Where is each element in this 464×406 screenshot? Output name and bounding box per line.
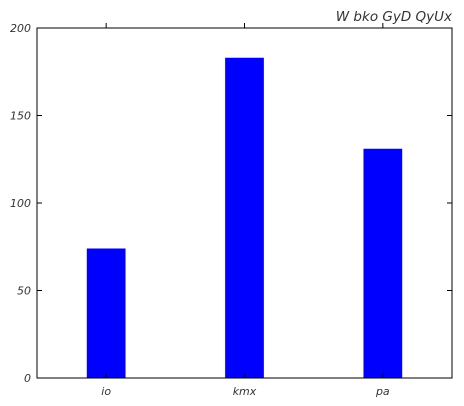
x-tick-label-kmx: kmx	[233, 385, 257, 398]
bars-layer	[86, 57, 403, 378]
x-tick-label-pa: pa	[375, 385, 390, 398]
ticks-layer: io kmx pa 0 50 100 150 200	[10, 22, 452, 398]
plot-frame	[36, 27, 453, 379]
bar-kmx	[225, 57, 264, 378]
y-tick-label-50: 50	[17, 285, 31, 298]
bar-io	[86, 248, 126, 378]
x-tick-label-io: io	[101, 385, 111, 398]
bar-pa	[363, 148, 403, 378]
y-tick-label-150: 150	[10, 110, 31, 123]
y-tick-label-0: 0	[24, 372, 31, 385]
y-tick-label-100: 100	[10, 197, 31, 210]
chart-title: W bko GyD QyUx	[336, 9, 453, 25]
y-tick-label-200: 200	[10, 22, 31, 35]
